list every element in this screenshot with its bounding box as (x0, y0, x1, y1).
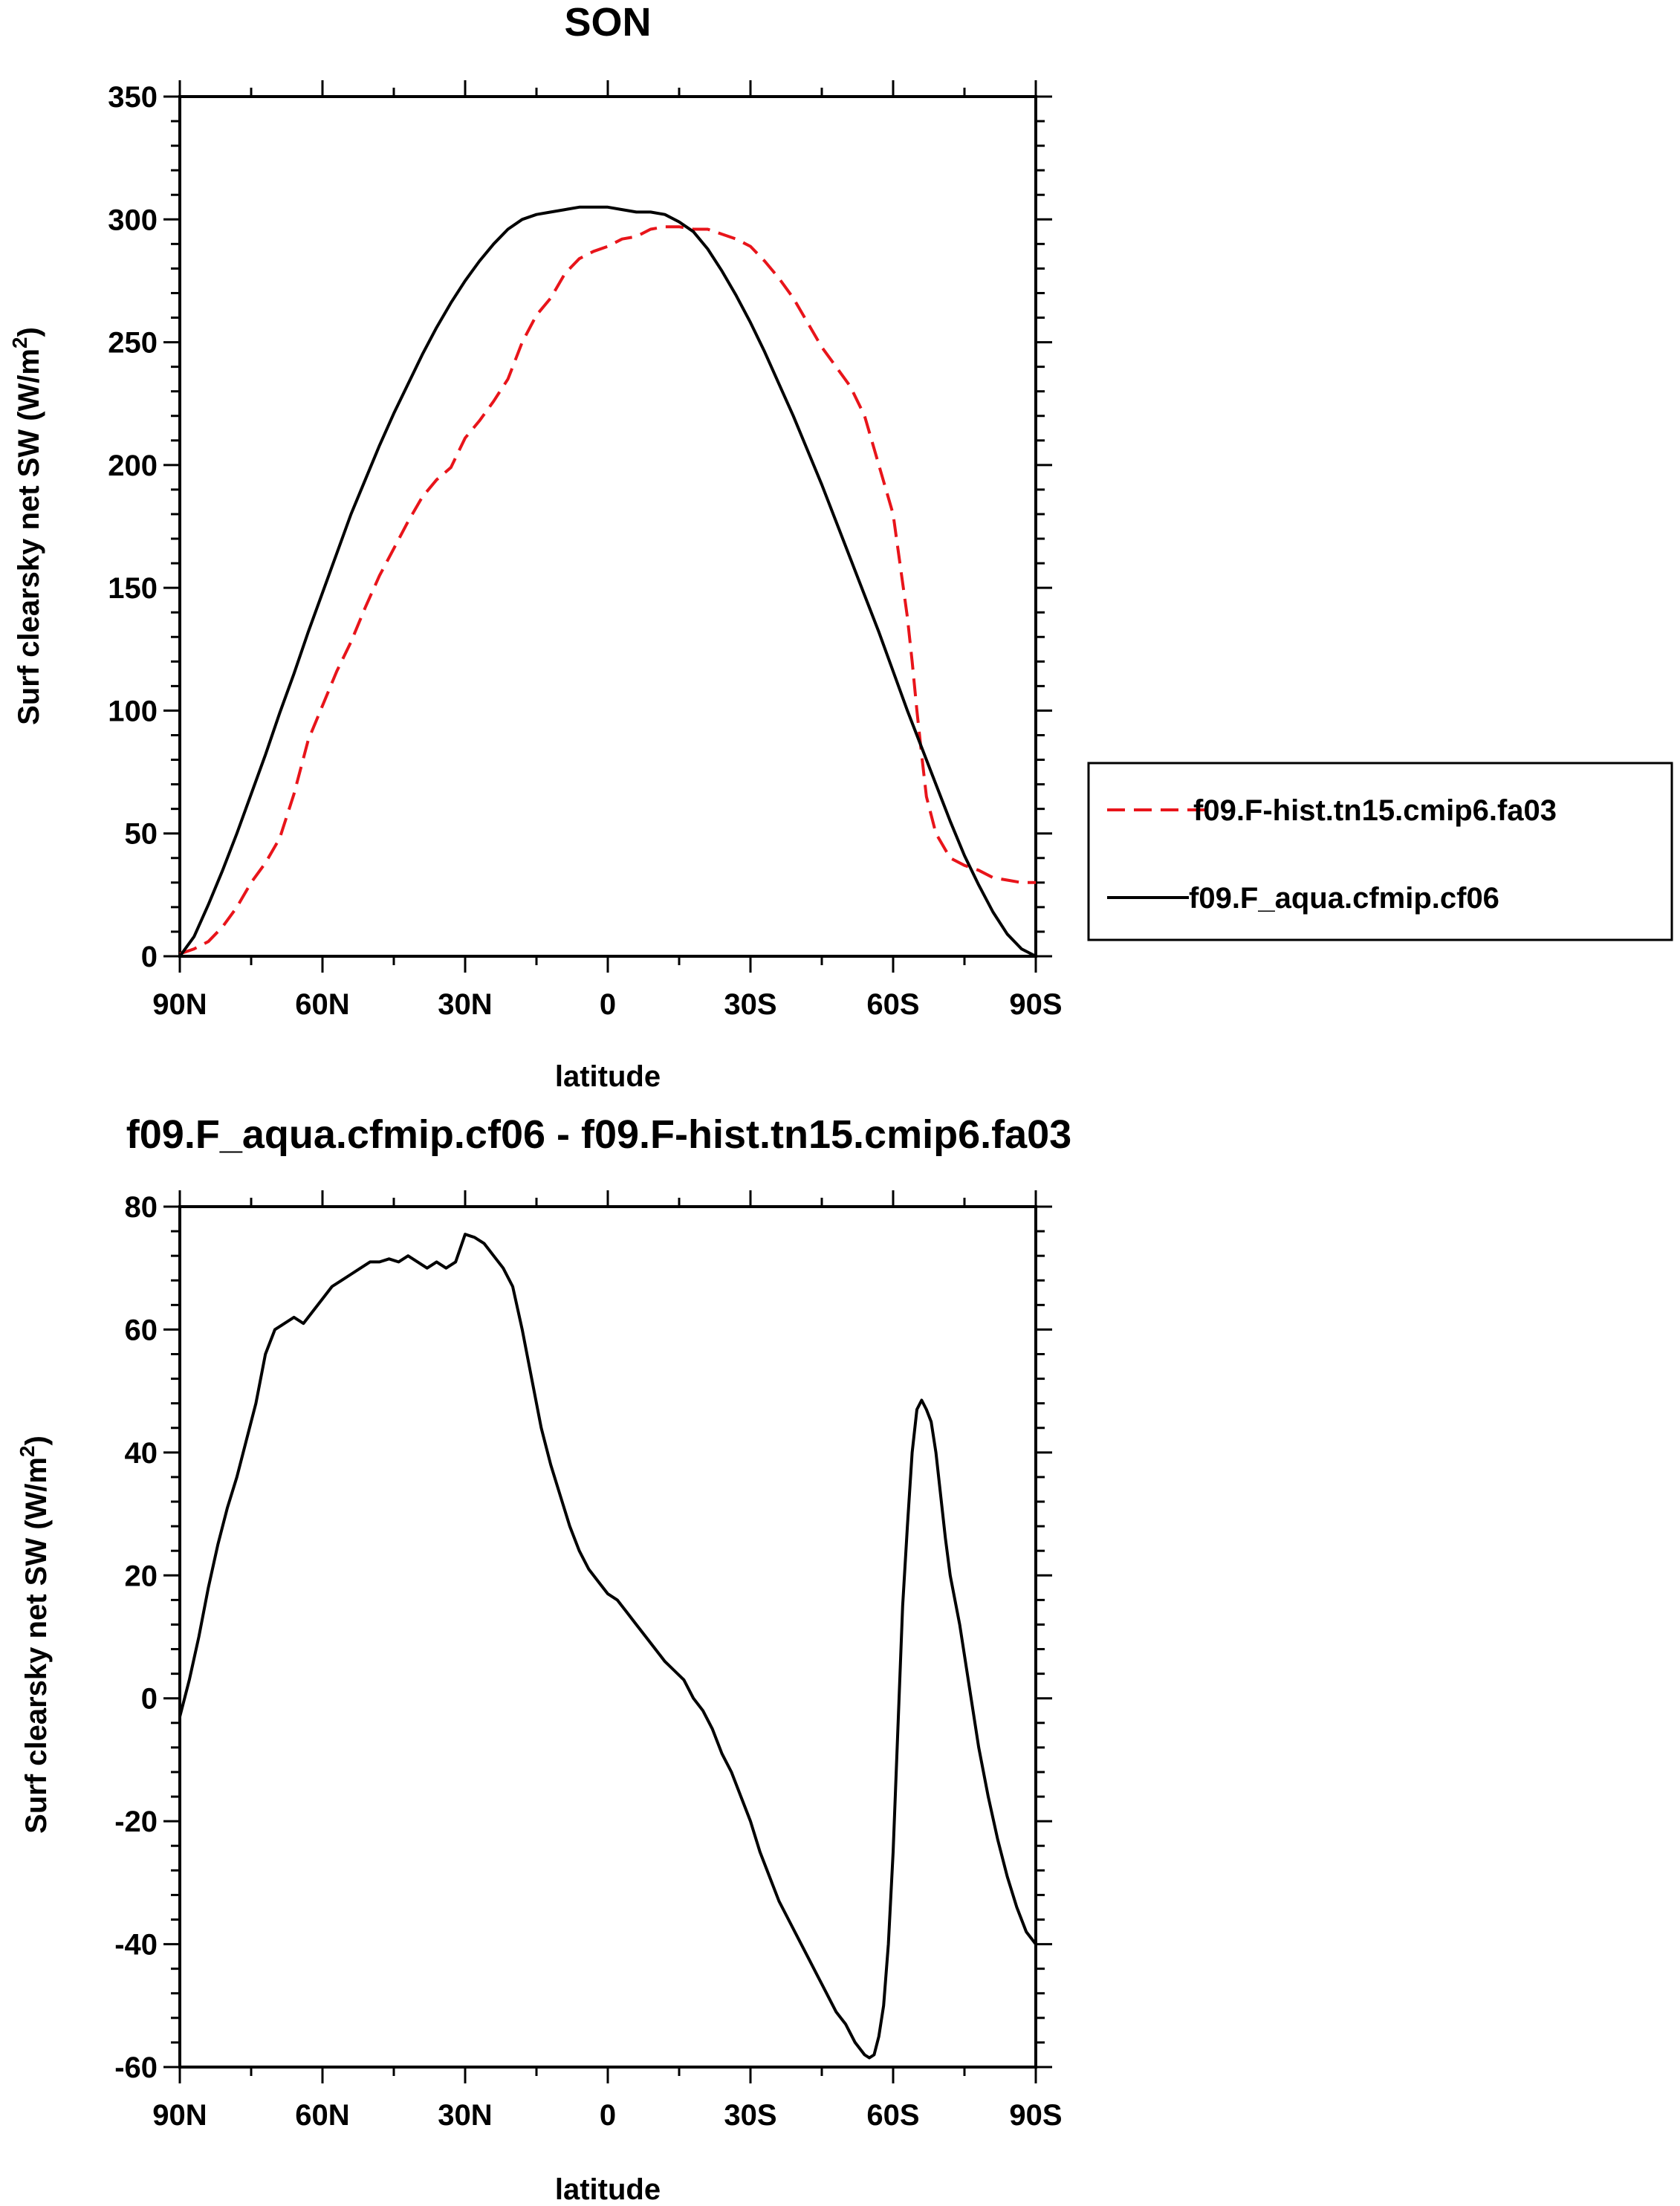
bottom-y-tick-label: 80 (125, 1191, 158, 1224)
top-x-tick-label: 90N (152, 988, 207, 1021)
bottom-axes-ticks (163, 1190, 1052, 2083)
bottom-x-tick-label: 30N (438, 2099, 492, 2132)
top-y-axis-label-main: Surf clearsky net SW (W/m (13, 348, 45, 725)
top-x-tick-label: 30S (724, 988, 776, 1021)
bottom-y-tick-label: 40 (125, 1437, 158, 1470)
legend-box (1087, 762, 1673, 941)
bottom-x-tick-label: 90S (1009, 2099, 1062, 2132)
bottom-y-tick-label: -60 (114, 2051, 158, 2084)
top-y-tick-label: 100 (108, 695, 158, 727)
top-y-tick-label: 250 (108, 327, 158, 360)
bottom-y-tick-label: 0 (141, 1683, 158, 1716)
top-y-axis-label: Surf clearsky net SW (W/m2) (8, 327, 45, 725)
top-y-tick-labels: 0 50 100 150 200 250 300 350 (108, 81, 158, 973)
top-series-line-hist (179, 225, 1036, 956)
top-x-tick-label: 90S (1009, 988, 1062, 1021)
legend: f09.F-hist.tn15.cmip6.fa03 f09.F_aqua.cf… (1087, 762, 1673, 941)
bottom-x-tick-labels: 90N 60N 30N 0 30S 60S 90S (152, 2099, 1062, 2132)
top-y-tick-label: 150 (108, 572, 158, 605)
bottom-panel: f09.F_aqua.cfmip.cf06 - f09.F-hist.tn15.… (16, 1112, 1071, 2206)
top-y-tick-label: 50 (125, 818, 158, 851)
bottom-y-axis-label-close: ) (20, 1435, 53, 1445)
bottom-x-tick-label: 60N (295, 2099, 349, 2132)
top-y-tick-label: 300 (108, 204, 158, 236)
top-x-tick-label: 60N (295, 988, 349, 1021)
bottom-y-axis-label: Surf clearsky net SW (W/m2) (16, 1435, 53, 1834)
bottom-x-tick-label: 60S (866, 2099, 919, 2132)
bottom-y-tick-labels: -60 -40 -20 0 20 40 60 80 (114, 1191, 158, 2084)
bottom-y-axis-label-sup: 2 (16, 1445, 39, 1457)
bottom-x-axis-label: latitude (555, 2173, 661, 2206)
top-y-tick-label: 350 (108, 81, 158, 114)
bottom-y-tick-label: -40 (114, 1929, 158, 1962)
top-x-axis-label: latitude (555, 1060, 661, 1093)
top-series-group (178, 205, 1037, 958)
top-y-tick-label: 0 (141, 941, 158, 973)
bottom-title: f09.F_aqua.cfmip.cf06 - f09.F-hist.tn15.… (126, 1112, 1071, 1157)
top-series-line-aqua (178, 205, 1037, 958)
bottom-y-tick-label: 20 (125, 1560, 158, 1592)
bottom-x-tick-label: 30S (724, 2099, 776, 2132)
bottom-series-line-difference (178, 1233, 1037, 2060)
top-x-tick-labels: 90N 60N 30N 0 30S 60S 90S (152, 988, 1062, 1021)
bottom-y-tick-label: 60 (125, 1314, 158, 1346)
legend-label-aqua: f09.F_aqua.cfmip.cf06 (1189, 882, 1499, 915)
top-x-tick-label: 30N (438, 988, 492, 1021)
bottom-plot-frame (178, 1205, 1037, 2069)
top-panel: SON 0 50 100 150 200 250 300 350 90N 60N 30N 0 30S 6… (8, 0, 1673, 1093)
bottom-y-tick-label: -20 (114, 1806, 158, 1838)
top-axes-ticks (163, 80, 1052, 973)
top-plot-frame (178, 95, 1037, 958)
top-y-axis-label-sup: 2 (8, 337, 31, 348)
bottom-series-group (178, 1233, 1037, 2060)
bottom-x-tick-label: 0 (600, 2099, 616, 2132)
top-x-tick-label: 0 (600, 988, 616, 1021)
legend-label-hist: f09.F-hist.tn15.cmip6.fa03 (1193, 794, 1557, 827)
top-title: SON (564, 0, 651, 45)
bottom-x-tick-label: 90N (152, 2099, 207, 2132)
top-y-tick-label: 200 (108, 450, 158, 482)
bottom-y-axis-label-main: Surf clearsky net SW (W/m (20, 1457, 53, 1834)
top-x-tick-label: 60S (866, 988, 919, 1021)
top-y-axis-label-close: ) (13, 327, 45, 337)
